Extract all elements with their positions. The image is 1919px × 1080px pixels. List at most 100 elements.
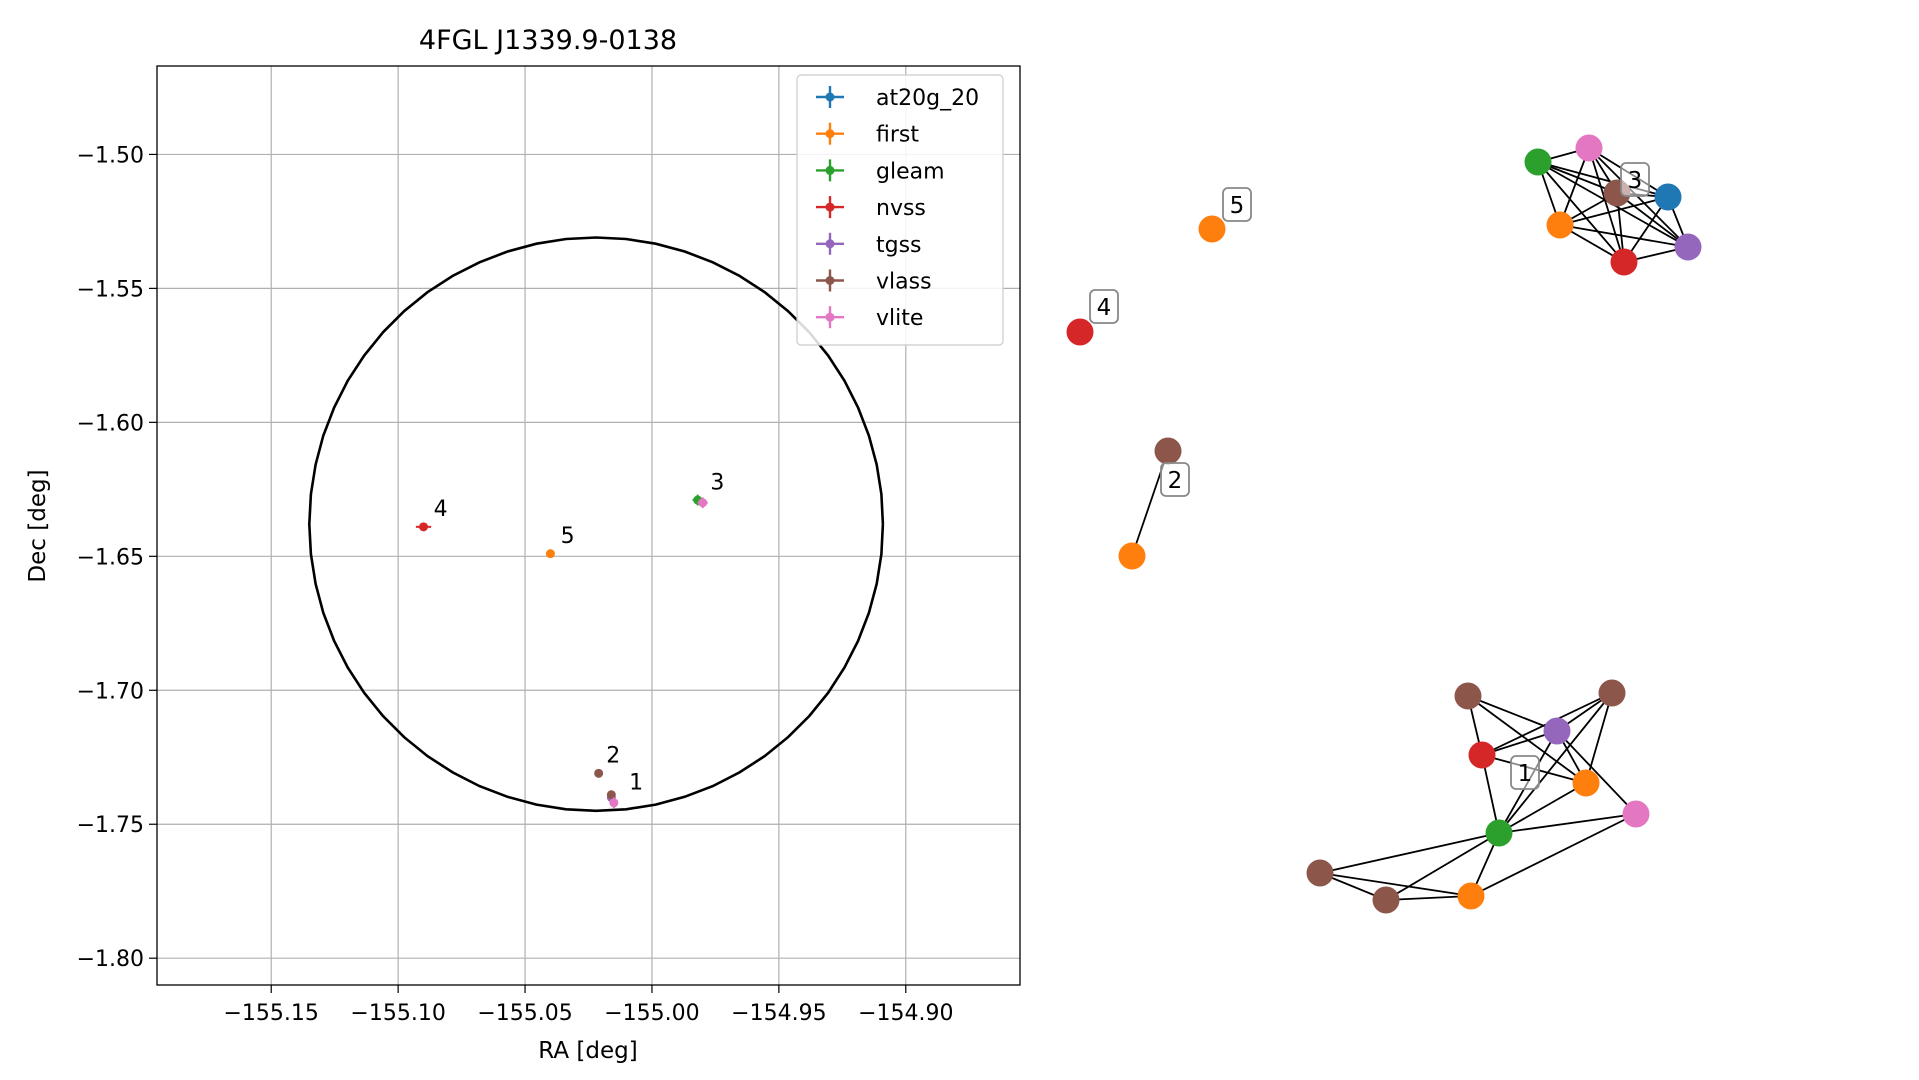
legend-marker (825, 276, 835, 285)
graph-node-c1_vlassD (1372, 886, 1400, 914)
graph-edge (1537, 161, 1625, 263)
scatter-panel: 12 3 4 5 −155.15 −155.10 −155.05 −155.00 −154.9… (25, 25, 1021, 1064)
graph-edge (1559, 196, 1669, 226)
cluster-label-1: 1 (1510, 755, 1540, 790)
graph-edge (1498, 782, 1587, 834)
point-annotation: 2 (606, 744, 620, 769)
graph-edge (1470, 813, 1637, 897)
data-points (415, 494, 708, 809)
graph-node-c3_first (1546, 211, 1574, 239)
graph-labels: 1 2 3 4 5 (1089, 162, 1650, 790)
marker (545, 549, 555, 559)
y-axis-ticks: −1.50 −1.55 −1.60 −1.65 −1.70 −1.75 −1.80 (77, 143, 157, 972)
cluster-label-text: 3 (1628, 168, 1643, 194)
graph-edge (1498, 813, 1637, 834)
cluster-label-2: 2 (1160, 462, 1190, 497)
point-annotation: 5 (561, 524, 575, 549)
graph-node-c1_vlite (1622, 800, 1650, 828)
y-axis-label: Dec [deg] (25, 469, 51, 582)
graph-node-c4_nvss (1066, 318, 1094, 346)
graph-edge (1559, 224, 1689, 248)
plot-frame (156, 65, 1021, 986)
legend-label: gleam (876, 159, 945, 184)
cluster-label-box (1510, 755, 1540, 790)
graph-node-c1_gleam (1485, 819, 1513, 847)
graph-node-c1_vlassB (1598, 679, 1626, 707)
graph-node-c1_nvss (1468, 741, 1496, 769)
y-tick-label: −1.80 (77, 947, 144, 972)
error-ellipse (307, 236, 885, 813)
legend-marker (825, 92, 835, 102)
graph-edges (1131, 147, 1689, 901)
graph-edge (1585, 692, 1613, 784)
cluster-label-text: 5 (1230, 193, 1245, 219)
x-tick-label: −155.00 (604, 1001, 699, 1026)
legend-marker (825, 312, 835, 322)
legend-label: first (876, 123, 919, 148)
legend-box (796, 74, 1004, 346)
grid (157, 66, 1020, 985)
legend-entry-first: first (816, 122, 919, 148)
x-tick-label: −155.10 (350, 1001, 445, 1026)
marker (594, 768, 604, 778)
legend-entry-vlite: vlite (816, 306, 923, 331)
cluster-label-4: 4 (1089, 289, 1119, 324)
x-tick-label: −155.15 (224, 1001, 319, 1026)
legend-entry-gleam: gleam (816, 159, 945, 184)
graph-node-c2_vlass (1154, 437, 1182, 465)
x-axis-ticks: −155.15 −155.10 −155.05 −155.00 −154.95 −154.… (224, 985, 953, 1026)
marker (419, 522, 429, 532)
x-tick-label: −155.05 (477, 1001, 572, 1026)
graph-edge (1385, 832, 1500, 901)
cluster-label-3: 3 (1620, 162, 1650, 197)
graph-node-c3_gleam (1524, 148, 1552, 176)
data-point-vlite (697, 497, 708, 509)
legend-marker (825, 129, 835, 139)
legend-entry-at20g_20: at20g_20 (816, 86, 979, 111)
graph-node-c1_vlassC (1306, 859, 1334, 887)
legend-label: vlass (876, 270, 932, 295)
cluster-label-text: 4 (1097, 295, 1112, 321)
point-annotations: 12 3 4 5 (434, 470, 725, 795)
legend-entry-tgss: tgss (816, 232, 922, 258)
circle-outline (307, 236, 885, 813)
cluster-label-text: 2 (1168, 468, 1183, 494)
data-point-vlass (594, 768, 604, 778)
graph-edge (1385, 895, 1472, 901)
x-tick-label: −154.90 (858, 1001, 953, 1026)
graph-edge (1559, 147, 1590, 226)
graph-edge (1319, 872, 1472, 897)
chart-title: 4FGL J1339.9-0138 (419, 25, 677, 56)
y-tick-label: −1.70 (77, 679, 144, 704)
graph-node-c1_firstB (1457, 882, 1485, 910)
point-annotation: 1 (629, 770, 643, 795)
legend-label: at20g_20 (876, 86, 979, 111)
graph-nodes (1066, 134, 1702, 914)
y-tick-label: −1.75 (77, 813, 144, 838)
legend-label: vlite (876, 306, 923, 331)
legend-entry-vlass: vlass (816, 269, 932, 295)
legend-marker (825, 165, 835, 175)
graph-node-c2_first (1118, 542, 1146, 570)
legend-label: tgss (876, 233, 922, 258)
cluster-label-text: 1 (1518, 761, 1533, 787)
graph-node-c3_nvss (1610, 248, 1638, 276)
y-tick-label: −1.60 (77, 411, 144, 436)
network-panel: 1 2 3 4 5 (1066, 134, 1702, 914)
graph-node-c1_tgss (1543, 717, 1571, 745)
y-tick-label: −1.55 (77, 277, 144, 302)
data-point-first (545, 549, 555, 559)
graph-edge (1588, 147, 1625, 263)
graph-edge (1588, 147, 1689, 248)
cluster-label-box (1089, 289, 1119, 324)
graph-node-c3_vlite (1575, 134, 1603, 162)
x-tick-label: −154.95 (731, 1001, 826, 1026)
graph-node-c3_at20g (1654, 183, 1682, 211)
data-point-nvss (415, 522, 432, 532)
legend-entry-nvss: nvss (816, 196, 926, 221)
x-axis-label: RA [deg] (538, 1038, 637, 1064)
legend-marker (825, 202, 835, 212)
legend-marker (825, 239, 835, 249)
